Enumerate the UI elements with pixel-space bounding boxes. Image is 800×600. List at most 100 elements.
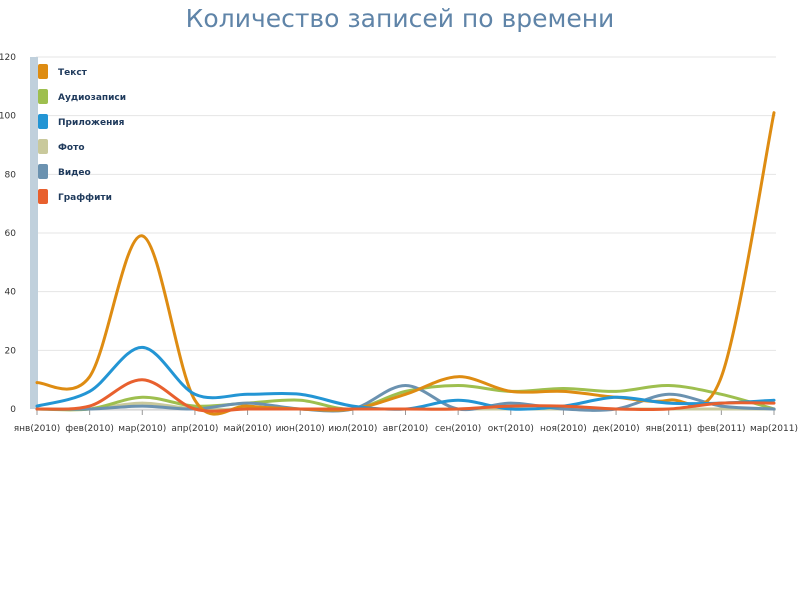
x-tick-label: фев(2010) — [65, 424, 113, 434]
data-point — [35, 404, 39, 408]
x-tick-label: апр(2010) — [171, 424, 218, 434]
chart-title: Количество записей по времени — [185, 4, 615, 33]
legend-label: Текст — [58, 68, 88, 78]
data-point — [456, 375, 460, 378]
data-point — [88, 390, 91, 393]
data-point — [404, 407, 407, 411]
x-tick-label: янв(2010) — [14, 424, 61, 434]
x-tick-label: июн(2010) — [276, 424, 325, 434]
data-point — [456, 407, 460, 411]
data-point — [614, 407, 618, 411]
data-point — [193, 399, 197, 402]
data-point — [614, 390, 618, 393]
x-tick-label: май(2010) — [224, 424, 272, 434]
x-tick-label: июл(2010) — [328, 424, 377, 434]
legend-swatch — [38, 89, 48, 104]
data-point — [562, 407, 565, 411]
data-point — [720, 407, 723, 411]
data-point — [141, 378, 144, 381]
data-point — [141, 396, 144, 399]
y-tick-label: 60 — [5, 229, 17, 239]
data-point — [720, 404, 723, 408]
data-point — [246, 404, 249, 408]
data-point — [562, 390, 565, 393]
data-point — [299, 407, 302, 411]
data-point — [246, 393, 249, 396]
data-point — [614, 396, 618, 399]
data-point — [88, 404, 91, 408]
chart-legend: Текст Аудиозаписи Приложения Фото Видео Графф… — [38, 64, 126, 204]
y-tick-label: 40 — [5, 288, 17, 298]
legend-swatch — [38, 114, 48, 129]
data-point — [88, 375, 91, 378]
data-point — [246, 401, 249, 405]
data-point — [404, 384, 407, 387]
data-point — [193, 404, 197, 408]
data-point — [772, 399, 776, 402]
data-point — [509, 407, 512, 411]
data-point — [667, 384, 670, 387]
data-point — [509, 401, 512, 405]
data-point — [456, 399, 460, 402]
data-point — [509, 390, 512, 393]
data-point — [720, 401, 723, 405]
x-tick-label: мар(2011) — [750, 424, 798, 434]
x-tick-label: сен(2010) — [435, 424, 481, 434]
legend-label: Граффити — [58, 193, 112, 203]
data-point — [772, 111, 776, 114]
grid-layer — [36, 56, 776, 410]
data-point — [667, 401, 670, 405]
data-point — [88, 407, 91, 411]
data-point — [299, 399, 302, 402]
data-point — [509, 404, 512, 408]
x-tick-label: ноя(2010) — [540, 424, 587, 434]
series-line-0 — [35, 111, 776, 416]
data-point — [299, 393, 302, 396]
data-point — [141, 401, 144, 405]
data-point — [141, 234, 144, 238]
data-point — [35, 407, 39, 411]
data-point — [667, 407, 670, 411]
y-tick-label: 0 — [10, 405, 16, 415]
x-tick-label: янв(2011) — [645, 424, 692, 434]
x-tick-label: авг(2010) — [383, 424, 428, 434]
data-point — [35, 381, 39, 384]
y-tick-label: 20 — [5, 346, 17, 356]
data-point — [141, 404, 144, 408]
data-point — [720, 375, 723, 378]
x-tick-label: окт(2010) — [488, 424, 534, 434]
axis-layer: 0 20 40 60 80 100 120 янв(2010) фев(2010) мар(201… — [0, 53, 798, 434]
data-point — [404, 390, 407, 393]
legend-swatch — [38, 139, 48, 154]
y-axis-bar — [30, 57, 38, 409]
legend-swatch — [38, 64, 48, 79]
data-point — [141, 346, 144, 349]
data-point — [404, 393, 407, 396]
data-point — [193, 393, 197, 396]
data-point — [772, 401, 776, 405]
data-point — [193, 407, 197, 411]
data-point — [456, 384, 460, 387]
legend-swatch — [38, 164, 48, 179]
data-point — [351, 404, 355, 408]
data-point — [246, 407, 249, 411]
x-tick-label: фев(2011) — [697, 424, 745, 434]
legend-label: Видео — [58, 168, 91, 178]
legend-swatch — [38, 189, 48, 204]
x-tick-label: мар(2010) — [118, 424, 166, 434]
data-point — [351, 407, 355, 411]
data-point — [720, 393, 723, 396]
series-layer — [35, 111, 776, 416]
data-point — [667, 393, 670, 396]
y-tick-label: 100 — [0, 112, 16, 122]
data-point — [667, 399, 670, 402]
data-point — [562, 387, 565, 390]
legend-label: Приложения — [58, 118, 125, 128]
legend-label: Аудиозаписи — [58, 93, 126, 103]
y-tick-label: 80 — [5, 170, 17, 180]
y-tick-label: 120 — [0, 53, 16, 63]
x-tick-label: дек(2010) — [593, 424, 640, 434]
data-point — [562, 404, 565, 408]
